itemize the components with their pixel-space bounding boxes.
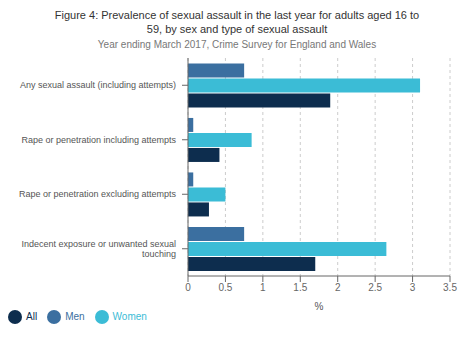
html-text:Women: Women bbox=[112, 310, 147, 322]
svg-text:3.5: 3.5 bbox=[443, 282, 457, 293]
html-text:All: All bbox=[26, 310, 38, 322]
html-text:Year ending March 2017, Crime: Year ending March 2017, Crime Survey for… bbox=[97, 39, 377, 50]
svg-text:0: 0 bbox=[185, 282, 191, 293]
svg-text:%: % bbox=[315, 301, 324, 312]
svg-text:0.5: 0.5 bbox=[218, 282, 232, 293]
html-text:Men: Men bbox=[65, 310, 85, 322]
svg-text:3: 3 bbox=[410, 282, 416, 293]
svg-text:1.5: 1.5 bbox=[293, 282, 307, 293]
svg-text:1: 1 bbox=[260, 282, 266, 293]
svg-text:Rape or penetration including: Rape or penetration including attempts bbox=[21, 135, 176, 145]
svg-text:Any sexual assault (including: Any sexual assault (including attempts) bbox=[20, 80, 176, 90]
svg-text:2: 2 bbox=[335, 282, 341, 293]
svg-text:Indecent exposure or unwanted: Indecent exposure or unwanted sexualtouc… bbox=[21, 239, 176, 259]
svg-text:Rape or penetration excluding: Rape or penetration excluding attempts bbox=[19, 189, 177, 199]
html-text:Figure 4: Prevalence of sexual: Figure 4: Prevalence of sexual assault i… bbox=[54, 9, 420, 35]
svg-text:2.5: 2.5 bbox=[368, 282, 382, 293]
